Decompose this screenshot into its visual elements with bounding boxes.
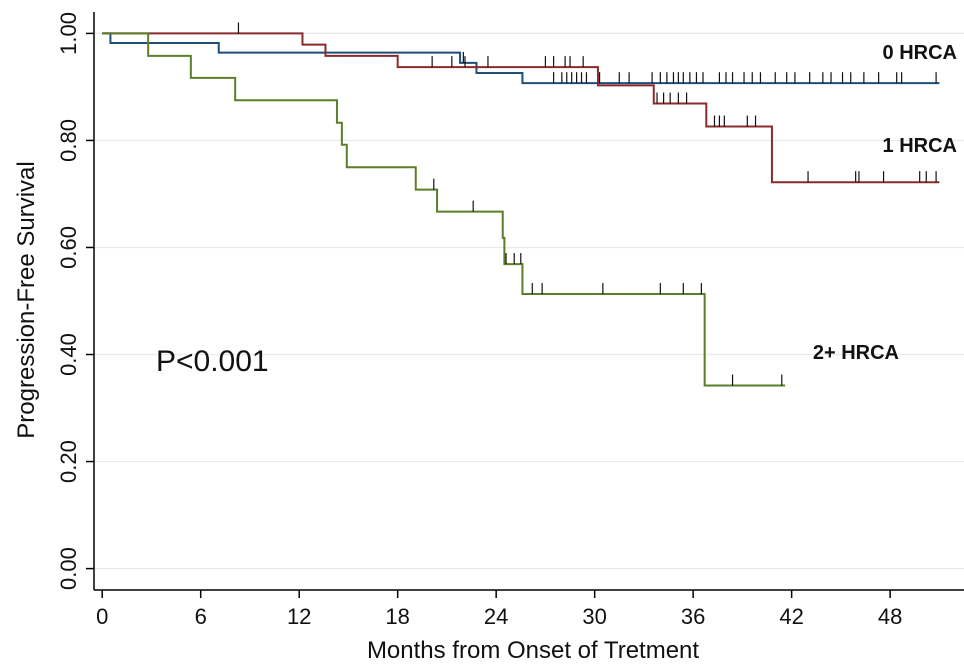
- series-line-1: [102, 32, 940, 184]
- x-tick-label: 6: [195, 604, 207, 629]
- series-layer: [102, 32, 940, 387]
- x-tick-label: 18: [385, 604, 409, 629]
- series-label-0-hrca: 0 HRCA: [883, 42, 957, 64]
- censor-marks: [237, 22, 937, 386]
- y-tick-label: 0.20: [56, 440, 81, 483]
- gridlines: [94, 32, 964, 570]
- y-tick-label: 1.00: [56, 12, 81, 55]
- y-tick-label: 0.80: [56, 119, 81, 162]
- x-tick-label: 12: [287, 604, 311, 629]
- series-label-1-hrca: 1 HRCA: [883, 135, 957, 157]
- x-tick-label: 0: [96, 604, 108, 629]
- x-tick-label: 24: [484, 604, 508, 629]
- series-label-2plus-hrca: 2+ HRCA: [813, 342, 899, 364]
- x-axis-title: Months from Onset of Tretment: [367, 637, 699, 664]
- ticks: 0.00 0.20 0.40 0.60 0.80 1.00 0 6 12 18 24 30 36 42 48: [56, 12, 902, 629]
- axes: [93, 12, 964, 591]
- x-tick-label: 30: [582, 604, 606, 629]
- x-tick-label: 48: [878, 604, 902, 629]
- series-line-0: [102, 32, 940, 85]
- x-tick-label: 36: [681, 604, 705, 629]
- p-value-annotation: P<0.001: [156, 345, 269, 378]
- series-line-2: [102, 32, 786, 387]
- x-tick-label: 42: [779, 604, 803, 629]
- y-tick-label: 0.40: [56, 333, 81, 376]
- y-axis-title: Progression-Free Survival: [13, 161, 40, 438]
- y-tick-label: 0.00: [56, 547, 81, 590]
- y-tick-label: 0.60: [56, 226, 81, 269]
